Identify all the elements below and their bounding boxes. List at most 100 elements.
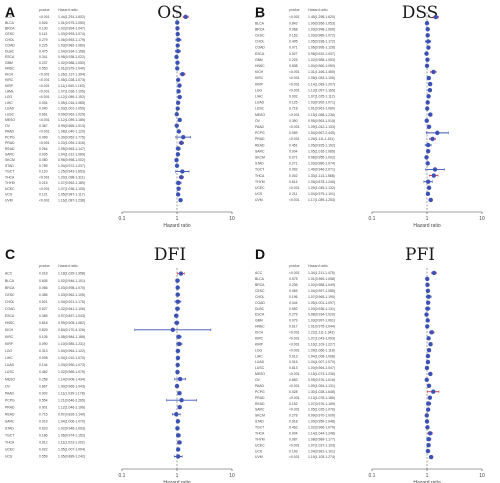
hr-point — [176, 180, 181, 186]
hr-point — [174, 320, 179, 325]
pvalue-label: 0.818 — [39, 321, 48, 325]
hr-point — [175, 152, 181, 157]
column-header-pvalue: pvalue — [39, 264, 50, 268]
hr-label: 1.03(0.982-1.080) — [58, 44, 85, 48]
hr-point — [430, 136, 435, 142]
hr-point — [431, 389, 436, 394]
hr-point — [175, 348, 181, 354]
pvalue-label: <0.001 — [289, 15, 300, 19]
cancer-label: ESCA — [255, 52, 265, 56]
pvalue-label: 0.867 — [39, 384, 48, 388]
cancer-label: LGG — [255, 348, 263, 352]
cancer-label: LUAD — [5, 363, 15, 367]
pvalue-label: 0.120 — [39, 170, 48, 174]
table-row: PCPG 0.069 1.54(0.967-2.445) — [255, 130, 449, 136]
pvalue-label: <0.001 — [289, 396, 300, 400]
cancer-label: CESC — [255, 289, 265, 293]
cancer-label: KIRC — [5, 78, 14, 82]
pvalue-label: <0.001 — [289, 271, 300, 275]
pvalue-label: 0.153 — [289, 34, 298, 38]
column-header-hazard-ratio: Hazard ratio — [308, 264, 328, 268]
cancer-label: KIRP — [5, 342, 14, 346]
cancer-label: THCA — [5, 175, 15, 179]
hr-point — [175, 100, 181, 105]
hr-label: 1.25(0.943-1.653) — [58, 170, 85, 174]
hr-label: 1.12(1.046-1.196) — [58, 405, 85, 409]
hr-point — [178, 271, 184, 276]
cancer-label: MESO — [255, 372, 265, 376]
hr-label: 1.04(1.007-1.070) — [308, 360, 335, 364]
table-row: KICH <0.001 1.26(1.137-1.394) — [5, 71, 186, 76]
x-axis-label: Hazard ratio — [163, 480, 190, 483]
hr-point — [426, 124, 432, 129]
hr-point — [426, 185, 432, 190]
hr-point — [175, 369, 180, 375]
cancer-label: SARC — [5, 153, 15, 157]
hr-point — [425, 27, 430, 32]
table-row: UCEC 0.022 1.05(1.007-1.094) — [5, 447, 181, 452]
cancer-label: LGG — [255, 88, 263, 92]
hr-point — [426, 45, 431, 50]
cancer-label: LIHC — [255, 354, 263, 358]
hr-label: 1.04(1.008-1.068) — [308, 354, 335, 358]
pvalue-label: 0.144 — [39, 363, 48, 367]
hr-point — [175, 454, 181, 459]
cancer-label: LUSC — [5, 112, 15, 116]
cancer-label: SKCM — [5, 158, 15, 162]
hr-point — [431, 69, 436, 75]
table-row: THCA 0.012 1.11(1.023-1.202) — [5, 440, 182, 445]
hr-label: 1.07(1.043-1.093) — [308, 336, 335, 340]
cancer-label: UCS — [5, 193, 13, 197]
pvalue-label: <0.001 — [289, 336, 300, 340]
hr-label: 1.31(1.166-1.465) — [308, 70, 335, 74]
hr-label: 1.01(0.961-1.060) — [308, 107, 335, 111]
pvalue-label: <0.001 — [289, 113, 300, 117]
pvalue-label: 0.225 — [39, 44, 48, 48]
hr-label: 1.30(0.952-1.775) — [58, 135, 85, 139]
table-row: UCS 0.193 1.04(0.981-1.101) — [255, 448, 431, 454]
table-row: CHOL 0.521 1.04(0.921-1.176) — [5, 299, 182, 304]
cancer-label: READ — [5, 147, 15, 151]
hr-label: 1.02(0.988-1.053) — [308, 58, 335, 62]
pvalue-label: <0.001 — [289, 342, 300, 346]
hr-point — [426, 442, 431, 448]
hr-label: 1.02(0.948-1.093) — [58, 427, 85, 431]
hr-label: 1.07(1.037-1.103) — [308, 443, 335, 447]
table-row: CESC 0.069 1.04(0.997-1.085) — [255, 288, 431, 293]
table-row: PAAD <0.001 1.09(1.042-1.133) — [255, 124, 432, 129]
pvalue-label: 0.552 — [289, 307, 298, 311]
table-row: UCS 0.559 1.05(0.889-1.242) — [5, 454, 183, 459]
pvalue-label: 0.475 — [39, 49, 48, 53]
table-row: UCS 0.121 1.05(0.987-1.117) — [5, 192, 181, 197]
cancer-label: ESCA — [5, 55, 15, 59]
hr-point — [174, 123, 179, 128]
panel-title: PFI — [405, 245, 435, 265]
cancer-label: TGCT — [5, 170, 14, 174]
table-row: PCPG 0.554 1.21(0.646-2.265) — [5, 397, 197, 403]
panel-c: C DFI pvalue Hazard ratio ACC 0.018 1.18(1.029… — [5, 245, 235, 483]
hr-label: 1.03(0.980-1.074) — [308, 162, 335, 166]
table-row: STAD 0.623 1.02(0.948-1.093) — [5, 426, 180, 431]
hr-point — [424, 63, 430, 69]
hr-label: 1.00(0.972-1.037) — [58, 164, 85, 168]
table-row: BRCA 0.066 1.03(0.998-1.070) — [5, 285, 180, 290]
pvalue-label: 0.236 — [289, 283, 298, 287]
table-row: UCEC <0.001 1.07(1.037-1.103) — [255, 442, 431, 448]
pvalue-label: 0.186 — [39, 434, 48, 438]
hr-label: 1.16(1.087-1.238) — [58, 198, 85, 202]
hr-label: 1.26(1.111-1.431) — [308, 137, 334, 141]
hr-label: 1.02(0.966-1.079) — [308, 426, 335, 430]
table-row: TGCT 0.092 1.40(0.946-2.071) — [255, 167, 445, 172]
pvalue-label: <0.001 — [39, 95, 50, 99]
cancer-label: CHOL — [5, 38, 15, 42]
table-row: MESO <0.001 1.15(1.073-1.236) — [255, 371, 433, 377]
cancer-label: OV — [255, 378, 261, 382]
hr-point — [428, 342, 433, 347]
cancer-label: STAD — [5, 164, 14, 168]
cancer-label: BRCA — [255, 27, 265, 31]
cancer-label: SARC — [5, 419, 15, 423]
pvalue-label: 0.367 — [39, 124, 48, 128]
hr-point — [174, 54, 179, 60]
panel-label: B — [255, 4, 265, 20]
cancer-label: OV — [5, 124, 11, 128]
